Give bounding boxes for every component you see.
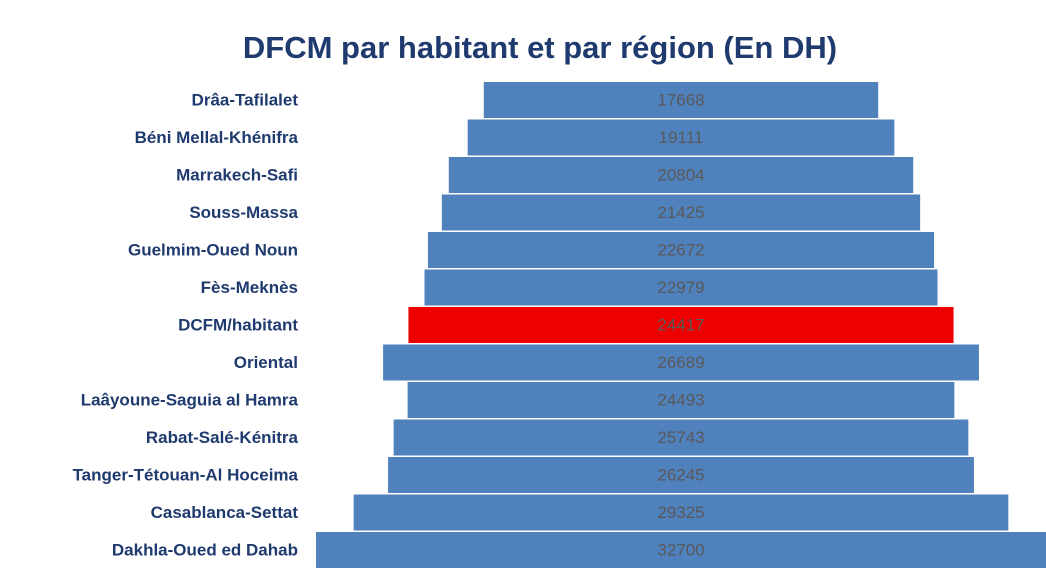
bar	[407, 382, 955, 418]
value-label: 22979	[657, 278, 704, 297]
bar	[383, 344, 979, 381]
category-label: Rabat-Salé-Kénitra	[146, 428, 299, 447]
bar	[408, 307, 954, 343]
value-label: 21425	[657, 203, 704, 222]
value-label: 26689	[657, 353, 704, 372]
category-label: Béni Mellal-Khénifra	[135, 128, 299, 147]
category-label: Tanger-Tétouan-Al Hoceima	[73, 465, 299, 484]
bar	[393, 419, 969, 456]
category-label: Marrakech-Safi	[176, 165, 298, 184]
chart-title: DFCM par habitant et par région (En DH)	[243, 30, 837, 65]
category-label: Fès-Meknès	[201, 278, 298, 297]
bar	[441, 194, 921, 231]
category-label: Laâyoune-Saguia al Hamra	[81, 390, 299, 409]
value-label: 19111	[659, 128, 704, 147]
bar	[316, 532, 1046, 568]
value-label: 17668	[657, 90, 704, 109]
bar	[427, 232, 935, 268]
bar	[483, 82, 879, 118]
category-label: DCFM/habitant	[178, 315, 298, 334]
bar	[448, 157, 914, 193]
value-label: 20804	[657, 165, 704, 184]
bar	[353, 494, 1009, 531]
category-label: Souss-Massa	[189, 203, 298, 222]
bar	[424, 269, 938, 306]
category-label: Drâa-Tafilalet	[192, 90, 299, 109]
value-label: 32700	[657, 540, 704, 559]
category-label: Oriental	[234, 353, 298, 372]
value-label: 29325	[657, 503, 704, 522]
value-label: 25743	[657, 428, 704, 447]
category-label: Dakhla-Oued ed Dahab	[112, 540, 298, 559]
value-label: 26245	[657, 465, 704, 484]
category-label: Guelmim-Oued Noun	[128, 240, 298, 259]
bar	[467, 119, 895, 156]
value-label: 24417	[657, 315, 704, 334]
value-label: 22672	[657, 240, 704, 259]
value-label: 24493	[657, 390, 704, 409]
category-label: Casablanca-Settat	[151, 503, 299, 522]
bar	[388, 457, 974, 493]
